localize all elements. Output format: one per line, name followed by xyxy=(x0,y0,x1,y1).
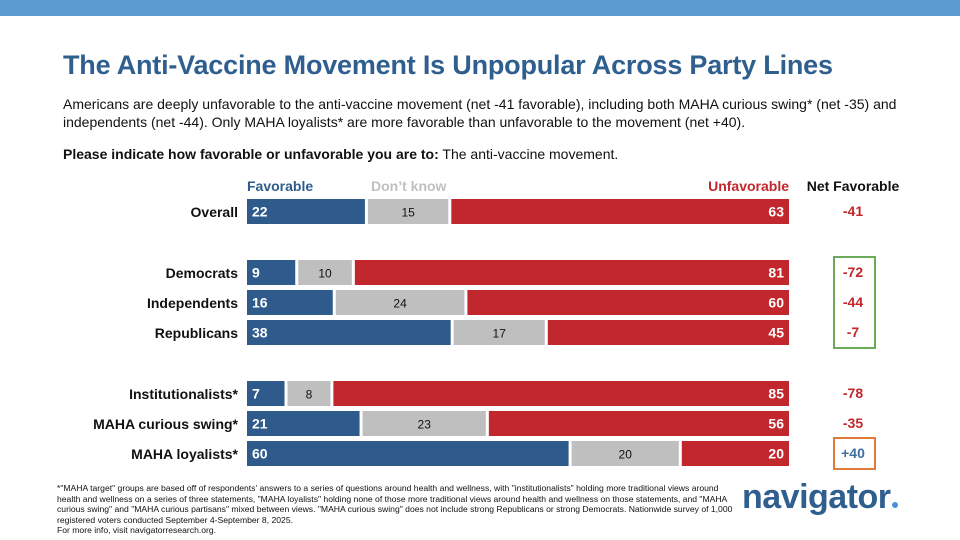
value-dont-know: 10 xyxy=(318,267,332,281)
value-favorable: 22 xyxy=(252,204,268,220)
footnote: *"MAHA target" groups are based off of r… xyxy=(57,483,737,536)
bar-unfavorable xyxy=(354,260,789,285)
value-dont-know: 23 xyxy=(418,418,432,432)
question-label: Please indicate how favorable or unfavor… xyxy=(63,146,439,162)
net-favorable-header: Net Favorable xyxy=(807,178,900,194)
net-favorable-value: +40 xyxy=(841,445,865,461)
net-favorable-value: -35 xyxy=(843,415,863,431)
bar-dont-know xyxy=(571,441,679,466)
row-label: Republicans xyxy=(155,325,238,341)
row-label: MAHA loyalists* xyxy=(131,446,238,462)
value-favorable: 7 xyxy=(252,386,260,402)
value-unfavorable: 56 xyxy=(768,416,784,432)
logo-dot xyxy=(891,502,898,508)
bar-unfavorable xyxy=(681,441,789,466)
value-favorable: 9 xyxy=(252,265,260,281)
bar-dont-know xyxy=(298,260,352,285)
value-dont-know: 20 xyxy=(619,448,633,462)
net-favorable-value: -44 xyxy=(843,294,863,310)
bar-dont-know xyxy=(367,199,449,224)
row-label: Overall xyxy=(191,204,238,220)
value-favorable: 38 xyxy=(252,325,268,341)
bar-dont-know xyxy=(362,411,486,436)
legend-label: Don’t know xyxy=(371,178,447,194)
value-unfavorable: 60 xyxy=(768,295,784,311)
bar-unfavorable xyxy=(547,320,789,345)
legend-label: Unfavorable xyxy=(708,178,789,194)
page-subtitle: Americans are deeply unfavorable to the … xyxy=(63,96,897,130)
bar-favorable xyxy=(247,260,296,285)
row-label: Independents xyxy=(147,295,238,311)
row-label: Democrats xyxy=(166,265,239,281)
bar-favorable xyxy=(247,320,451,345)
value-favorable: 16 xyxy=(252,295,268,311)
net-favorable-value: -7 xyxy=(847,324,860,340)
value-dont-know: 8 xyxy=(306,388,313,402)
bar-unfavorable xyxy=(451,199,789,224)
value-dont-know: 24 xyxy=(393,297,407,311)
row-label: MAHA curious swing* xyxy=(93,416,238,432)
bar-favorable xyxy=(247,199,365,224)
partisan-net-box xyxy=(833,256,876,349)
bar-favorable xyxy=(247,381,285,406)
value-favorable: 21 xyxy=(252,416,268,432)
question-line: Please indicate how favorable or unfavor… xyxy=(63,146,618,162)
net-favorable-value: -41 xyxy=(843,203,863,219)
bar-dont-know xyxy=(335,290,465,315)
bar-dont-know xyxy=(453,320,545,345)
bar-unfavorable xyxy=(467,290,789,315)
value-unfavorable: 63 xyxy=(768,204,784,220)
bar-unfavorable xyxy=(488,411,789,436)
bar-unfavorable xyxy=(333,381,789,406)
bar-favorable xyxy=(247,441,569,466)
loyalist-net-box xyxy=(833,437,876,470)
value-dont-know: 15 xyxy=(401,206,415,220)
value-unfavorable: 20 xyxy=(768,446,784,462)
more-info-text: For more info, visit navigatorresearch.o… xyxy=(57,525,217,536)
bar-favorable xyxy=(247,290,333,315)
page-title: The Anti-Vaccine Movement Is Unpopular A… xyxy=(63,50,833,80)
value-unfavorable: 45 xyxy=(768,325,784,341)
net-favorable-value: -78 xyxy=(843,385,863,401)
value-dont-know: 17 xyxy=(493,327,507,341)
value-unfavorable: 81 xyxy=(768,265,784,281)
value-unfavorable: 85 xyxy=(768,386,784,402)
top-accent-bar xyxy=(0,0,960,16)
bar-dont-know xyxy=(287,381,331,406)
bar-favorable xyxy=(247,411,360,436)
navigator-logo: navigator xyxy=(742,478,898,517)
question-text: The anti-vaccine movement. xyxy=(438,146,619,162)
row-label: Institutionalists* xyxy=(129,386,238,402)
legend-label: Favorable xyxy=(247,178,313,194)
footnote-text: *"MAHA target" groups are based off of r… xyxy=(57,483,733,525)
net-favorable-value: -72 xyxy=(843,264,863,280)
value-favorable: 60 xyxy=(252,446,268,462)
logo-text: navigator xyxy=(742,478,891,516)
